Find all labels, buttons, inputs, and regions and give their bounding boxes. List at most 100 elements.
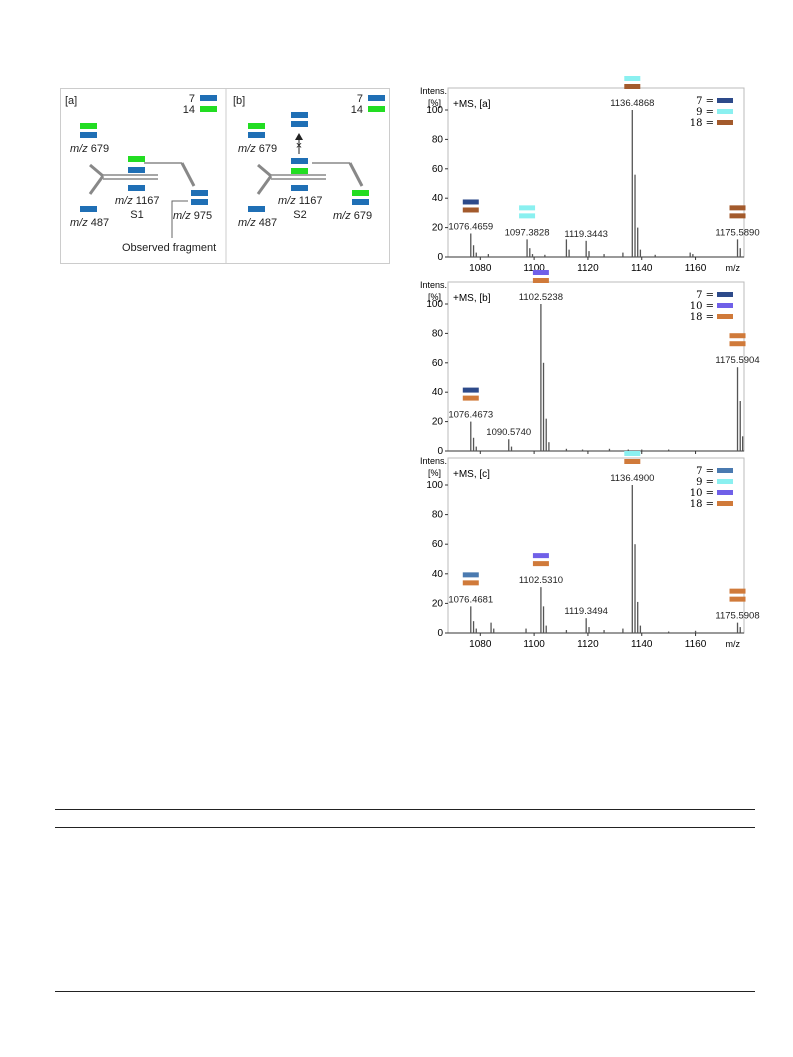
mz-italic: m/z xyxy=(238,217,256,229)
peak-label: 1102.5310 xyxy=(519,575,563,586)
backbone xyxy=(180,162,196,187)
y-tick-label: 0 xyxy=(437,628,443,639)
y-tick-label: 20 xyxy=(432,598,444,609)
plot-frame xyxy=(447,281,745,452)
peak-label: 1175.5904 xyxy=(715,355,759,366)
isotope-marker xyxy=(462,395,479,401)
fragment-label: m/z 679 xyxy=(238,143,277,155)
peak-label: 1097.3828 xyxy=(505,227,550,238)
backbone xyxy=(348,162,364,187)
y-axis-label: Intens. xyxy=(420,456,447,466)
table-subrule xyxy=(272,827,334,828)
legend-swatch xyxy=(717,468,733,473)
backbone xyxy=(256,175,273,195)
table-subrule xyxy=(424,827,486,828)
y-tick-label: 60 xyxy=(432,539,444,550)
legend-swatch xyxy=(368,106,385,112)
legend-swatch xyxy=(200,95,217,101)
x-tick-label: 1100 xyxy=(523,263,545,274)
isotope-marker xyxy=(532,278,549,283)
legend-swatch xyxy=(717,109,733,114)
y-tick-label: 100 xyxy=(426,480,443,491)
backbone xyxy=(89,163,104,178)
peak-label: 1090.5740 xyxy=(486,427,531,438)
x-tick-label: 1160 xyxy=(685,639,707,650)
peak-label: 1119.3443 xyxy=(564,229,608,240)
spectrum-title: +MS, [b] xyxy=(453,293,491,304)
right-bar xyxy=(191,190,208,196)
mid-label: m/z 1167 xyxy=(278,195,322,207)
isotope-marker xyxy=(519,205,536,211)
legend-label: 7 = xyxy=(696,96,714,107)
y-tick-label: 80 xyxy=(432,510,444,521)
fragment-label: m/z 679 xyxy=(70,143,109,155)
center-bar xyxy=(128,167,145,173)
blocked-mark: × xyxy=(296,140,302,152)
center-bar xyxy=(128,185,145,191)
spectrum-title: +MS, [c] xyxy=(453,469,490,480)
isotope-marker xyxy=(532,270,549,275)
legend-label: 10 = xyxy=(690,301,714,312)
fragment-label: m/z 487 xyxy=(238,217,277,229)
legend-swatch xyxy=(368,95,385,101)
isotope-marker xyxy=(729,213,746,219)
legend-label: 7 = xyxy=(696,466,714,477)
mass-spectra: Intens. [%] +MS, [a] 0 20 40 60 80 100 1080 1100 11… xyxy=(420,76,760,650)
y-tick-label: 0 xyxy=(437,446,443,457)
legend-label: 10 = xyxy=(690,488,714,499)
spectrum-title: +MS, [a] xyxy=(453,99,491,110)
peak-label: 1136.4868 xyxy=(610,98,654,109)
isotope-marker xyxy=(729,341,746,347)
y-axis-unit: [%] xyxy=(428,292,441,302)
plot-frame xyxy=(447,457,745,634)
mz-value: 1167 xyxy=(133,195,160,207)
mz-value: 487 xyxy=(256,217,277,229)
legend-label: 7 xyxy=(357,93,363,105)
legend-label: 9 = xyxy=(696,107,714,118)
right-bar xyxy=(191,199,208,205)
x-tick-label: 1080 xyxy=(469,639,492,650)
peak-label: 1136.4900 xyxy=(610,473,654,484)
peak-label: 1102.5238 xyxy=(519,292,563,303)
y-tick-label: 80 xyxy=(432,328,444,339)
spectrum-panel: Intens. [%] +MS, [a] 0 20 40 60 80 100 1080 1100 11… xyxy=(420,76,760,274)
leader-line xyxy=(171,200,188,238)
observed-fragment-label: Observed fragment xyxy=(122,242,216,254)
spectrum-panel: Intens. [%] +MS, [c] 0 20 40 60 80 100 1080 1100 11… xyxy=(420,451,760,650)
isotope-marker xyxy=(462,580,479,586)
center-bar xyxy=(291,158,308,164)
y-axis-label: Intens. xyxy=(420,280,447,290)
legend-label: 18 = xyxy=(690,312,714,323)
x-axis-label: m/z xyxy=(726,639,741,649)
y-tick-label: 100 xyxy=(426,299,443,310)
x-axis-label: m/z xyxy=(726,263,741,273)
backbone xyxy=(88,175,105,195)
isotope-marker xyxy=(462,207,479,213)
legend-label: 14 xyxy=(351,104,363,116)
species-label: S1 xyxy=(130,209,143,221)
legend-label: 9 = xyxy=(696,477,714,488)
right-bar xyxy=(352,190,369,196)
isotope-marker xyxy=(462,199,479,205)
y-axis-unit: [%] xyxy=(428,98,441,108)
x-tick-label: 1120 xyxy=(577,639,599,650)
isotope-marker xyxy=(532,561,549,567)
mz-italic: m/z xyxy=(278,195,296,207)
plot-frame xyxy=(447,87,745,258)
mz-italic: m/z xyxy=(173,210,191,222)
isotope-marker xyxy=(729,205,746,211)
y-tick-label: 40 xyxy=(432,569,444,580)
legend-label: 18 = xyxy=(690,499,714,510)
y-tick-label: 100 xyxy=(426,105,443,116)
peak-label: 1119.3494 xyxy=(564,606,608,617)
y-tick-label: 20 xyxy=(432,223,444,234)
table-bottom-rule xyxy=(55,991,755,992)
isotope-marker xyxy=(729,588,746,594)
center-bar xyxy=(291,168,308,174)
x-tick-label: 1140 xyxy=(631,263,653,274)
fragment-bar xyxy=(248,132,265,138)
legend-swatch xyxy=(717,490,733,495)
legend-label: 14 xyxy=(183,104,195,116)
